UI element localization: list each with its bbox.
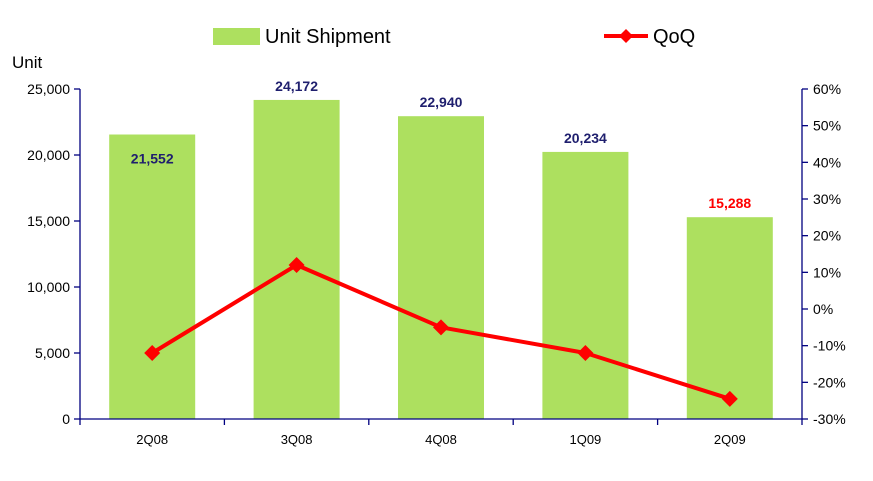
y2-tick-label: 50% xyxy=(813,118,841,134)
y2-tick-label: -10% xyxy=(813,338,846,354)
y2-tick-label: -30% xyxy=(813,411,846,427)
y2-tick-label: 60% xyxy=(813,81,841,97)
y-tick-label: 0 xyxy=(62,411,70,427)
y-tick-label: 10,000 xyxy=(27,279,70,295)
y-axis-title: Unit xyxy=(12,53,43,72)
x-tick-label: 3Q08 xyxy=(281,432,313,447)
x-tick-label: 2Q09 xyxy=(714,432,746,447)
y-tick-label: 5,000 xyxy=(35,345,70,361)
y-tick-label: 15,000 xyxy=(27,213,70,229)
y2-tick-label: 40% xyxy=(813,154,841,170)
legend-swatch-unit-shipment xyxy=(213,28,260,45)
legend: Unit Shipment QoQ xyxy=(213,26,695,48)
legend-marker-qoq xyxy=(619,29,633,43)
bar-data-label: 21,552 xyxy=(131,151,174,167)
qoq-marker-4q08 xyxy=(433,319,449,336)
bar-2q09 xyxy=(686,217,773,419)
bar-1q09 xyxy=(542,151,629,419)
y-tick-label: 20,000 xyxy=(27,147,70,163)
bar-data-label: 24,172 xyxy=(275,78,318,94)
y2-tick-label: 0% xyxy=(813,301,833,317)
y2-tick-label: -20% xyxy=(813,374,846,390)
y-tick-label: 25,000 xyxy=(27,81,70,97)
bar-data-label: 20,234 xyxy=(564,130,607,146)
plot-area: 0 5,000 10,000 15,000 20,000 25,000 -30% -20% -1… xyxy=(27,78,846,447)
x-tick-label: 4Q08 xyxy=(425,432,457,447)
y2-tick-label: 10% xyxy=(813,264,841,280)
legend-label-qoq: QoQ xyxy=(653,26,695,48)
y2-tick-label: 20% xyxy=(813,228,841,244)
qoq-marker-1q09 xyxy=(577,345,594,361)
bar-data-label: 15,288 xyxy=(708,195,751,211)
x-tick-label: 1Q09 xyxy=(569,432,601,447)
qoq-marker-2q08 xyxy=(144,345,161,361)
bar-4q08 xyxy=(398,116,484,419)
legend-label-unit-shipment: Unit Shipment xyxy=(265,26,391,48)
x-tick-label: 2Q08 xyxy=(136,432,168,447)
y2-tick-label: 30% xyxy=(813,191,841,207)
qoq-marker-2q09 xyxy=(721,390,738,407)
bar-2q08 xyxy=(109,134,196,419)
bar-data-label: 22,940 xyxy=(420,94,463,110)
qoq-marker-3q08 xyxy=(288,257,305,273)
